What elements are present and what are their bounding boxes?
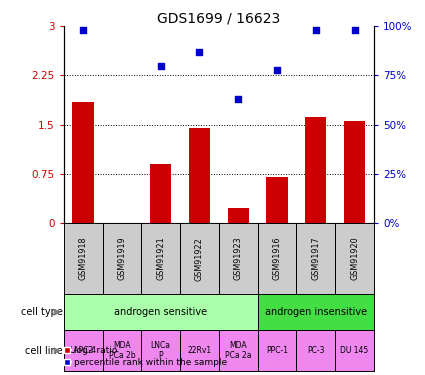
Bar: [296, 330, 335, 371]
Text: cell line: cell line: [25, 346, 63, 356]
Bar: [228, 209, 249, 223]
Text: PPC-1: PPC-1: [266, 346, 288, 355]
Text: GSM91916: GSM91916: [272, 237, 281, 280]
Bar: [102, 330, 141, 371]
Text: DU 145: DU 145: [340, 346, 369, 355]
Bar: [180, 330, 219, 371]
Bar: [258, 330, 296, 371]
Point: [80, 27, 87, 33]
Bar: [73, 102, 94, 223]
Title: GDS1699 / 16623: GDS1699 / 16623: [157, 11, 280, 25]
Legend: log2 ratio, percentile rank within the sample: log2 ratio, percentile rank within the s…: [60, 342, 231, 370]
Bar: [189, 128, 210, 223]
Bar: [219, 223, 258, 294]
Bar: [296, 223, 335, 294]
Bar: [219, 330, 258, 371]
Bar: [150, 164, 171, 223]
Text: GSM91921: GSM91921: [156, 237, 165, 280]
Text: GSM91922: GSM91922: [195, 237, 204, 280]
Point: [312, 27, 319, 33]
Bar: [141, 223, 180, 294]
Text: GSM91917: GSM91917: [312, 237, 320, 280]
Text: PC-3: PC-3: [307, 346, 325, 355]
Text: GSM91920: GSM91920: [350, 237, 359, 280]
Bar: [266, 177, 288, 223]
Text: MDA
PCa 2b: MDA PCa 2b: [109, 341, 135, 360]
Text: androgen insensitive: androgen insensitive: [265, 307, 367, 317]
Bar: [102, 223, 141, 294]
Text: cell type: cell type: [21, 307, 63, 317]
Point: [157, 63, 164, 69]
Point: [196, 49, 203, 55]
Text: 22Rv1: 22Rv1: [187, 346, 212, 355]
Bar: [344, 121, 365, 223]
Point: [274, 66, 280, 72]
Text: LAPC-4: LAPC-4: [70, 346, 97, 355]
Bar: [64, 223, 102, 294]
Bar: [64, 294, 258, 330]
Point: [351, 27, 358, 33]
Bar: [305, 117, 326, 223]
Text: GSM91919: GSM91919: [117, 237, 126, 280]
Bar: [180, 223, 219, 294]
Bar: [335, 330, 374, 371]
Bar: [258, 223, 296, 294]
Point: [235, 96, 242, 102]
Bar: [141, 330, 180, 371]
Text: LNCa
P: LNCa P: [151, 341, 171, 360]
Bar: [64, 330, 102, 371]
Bar: [335, 223, 374, 294]
Text: GSM91923: GSM91923: [234, 237, 243, 280]
Text: MDA
PCa 2a: MDA PCa 2a: [225, 341, 252, 360]
Text: androgen sensitive: androgen sensitive: [114, 307, 207, 317]
Bar: [258, 294, 374, 330]
Text: GSM91918: GSM91918: [79, 237, 88, 280]
